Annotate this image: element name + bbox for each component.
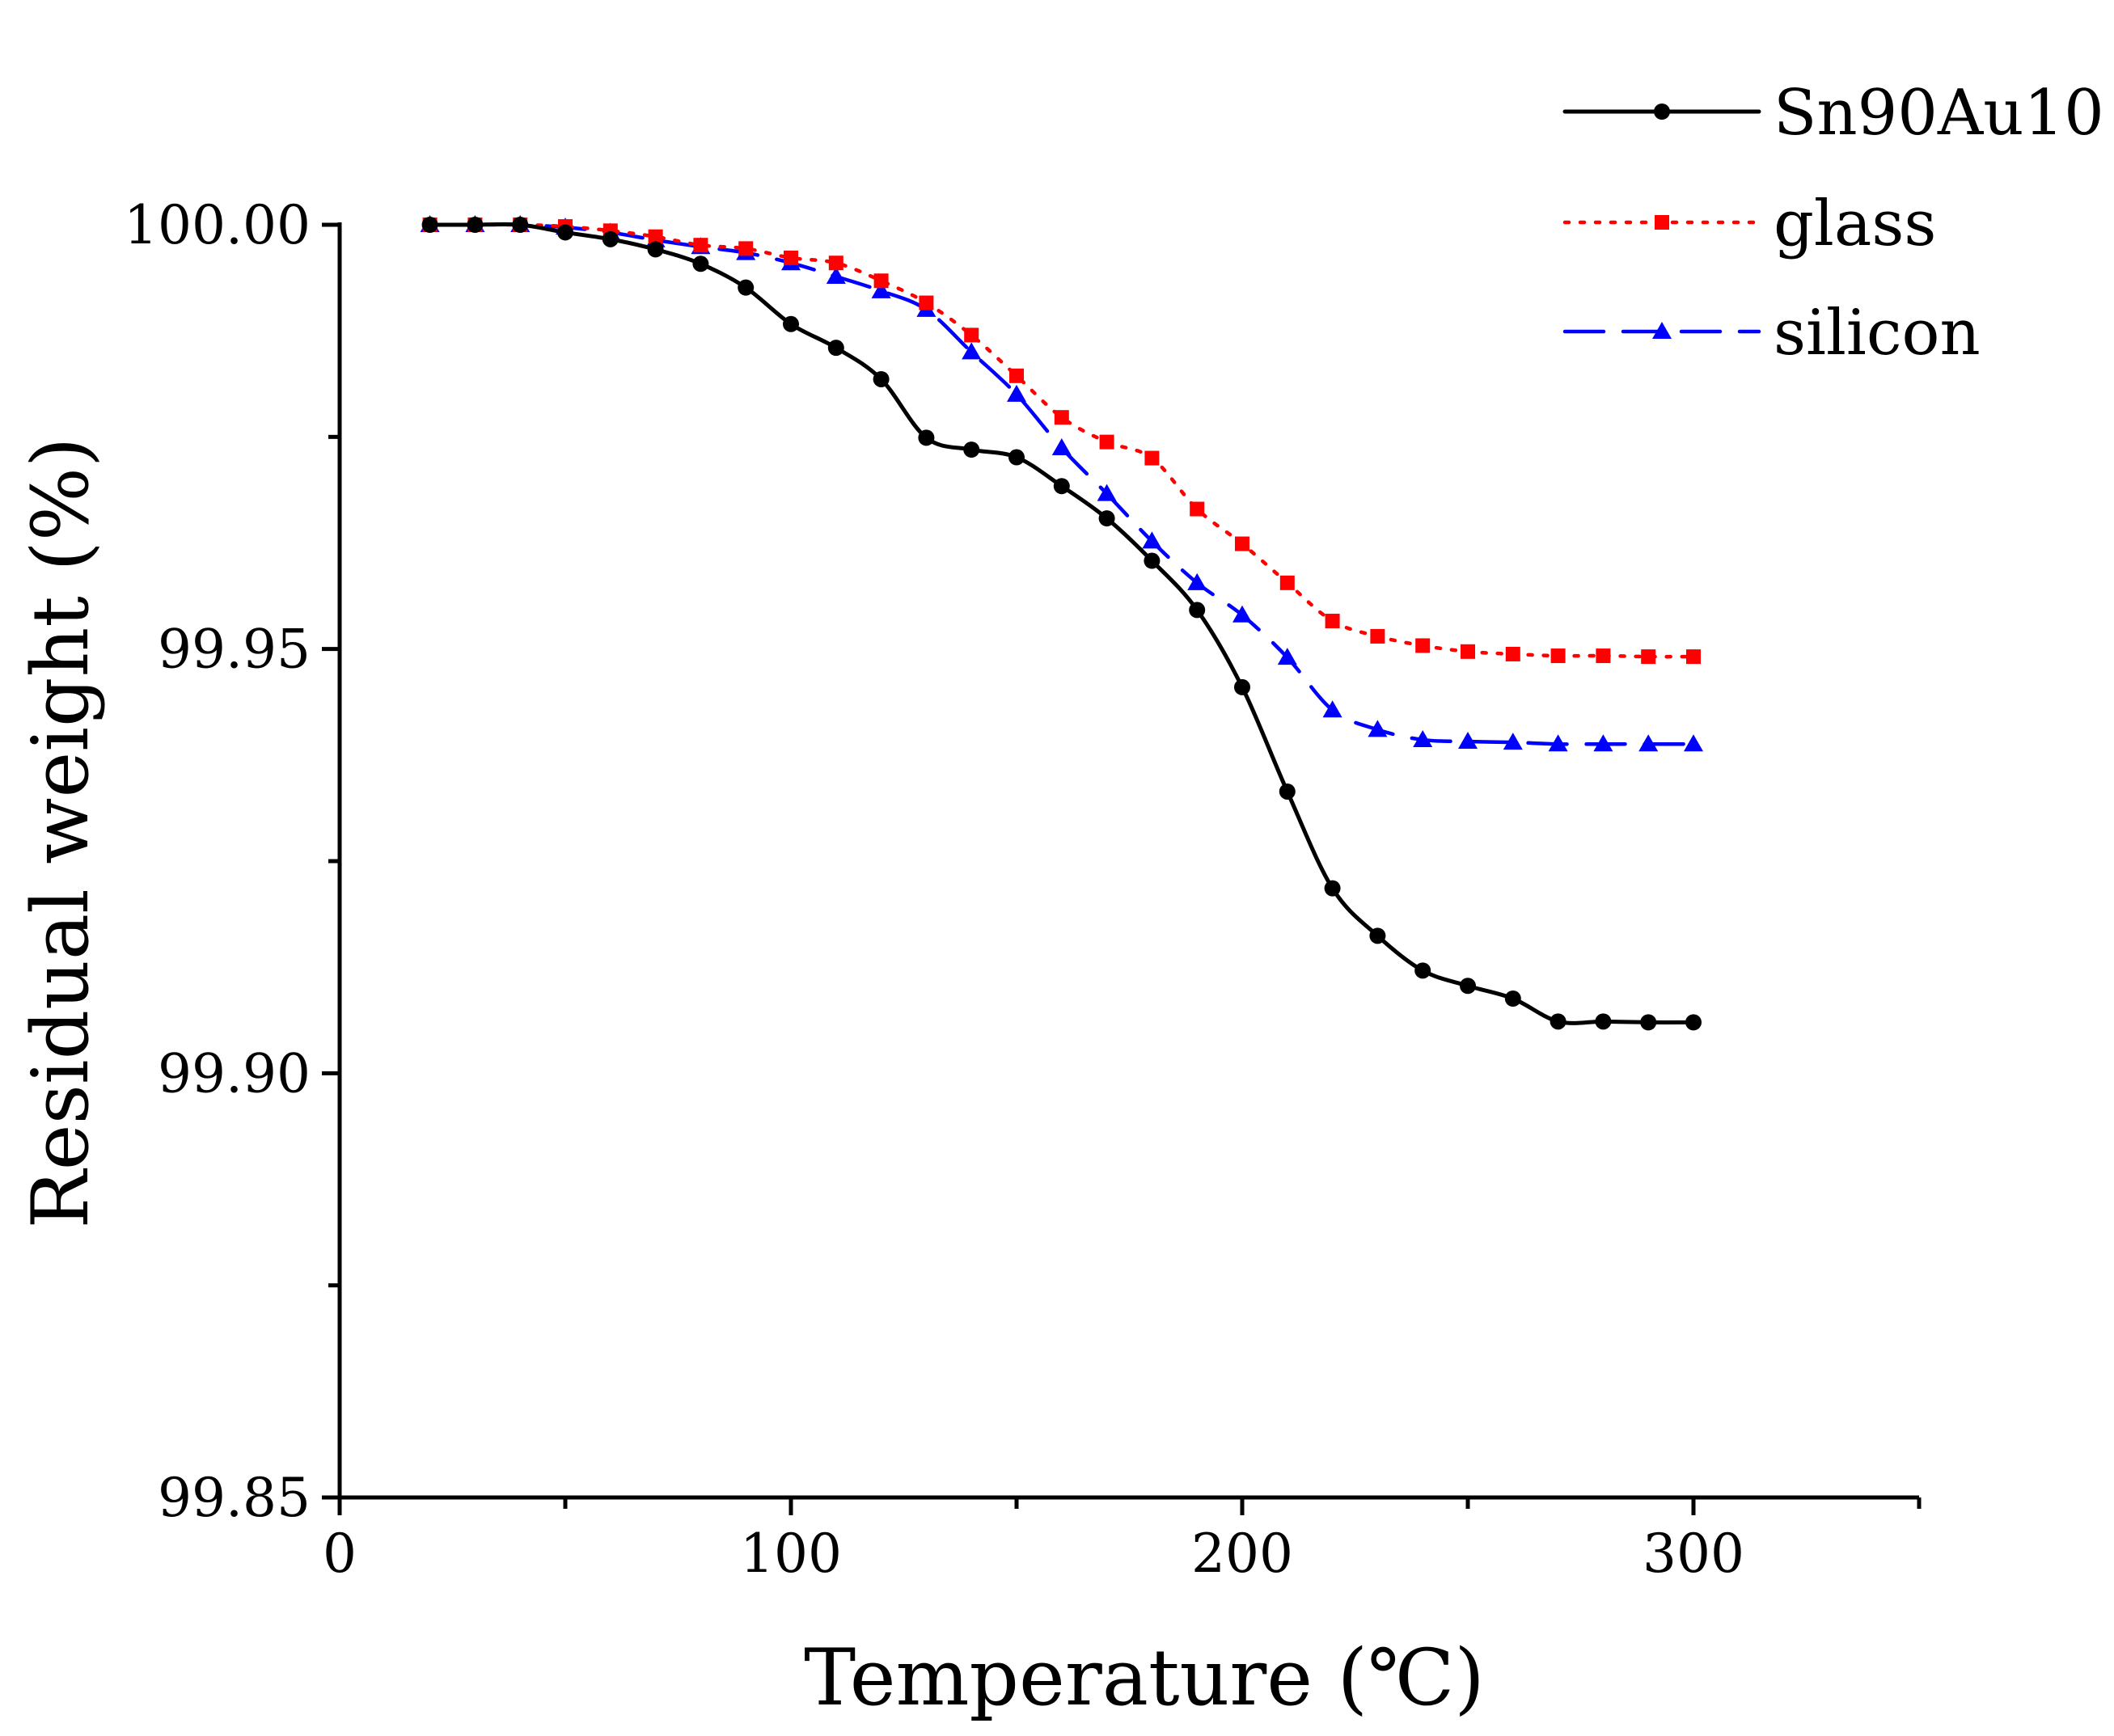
y-tick-label: 99.95 xyxy=(158,619,311,681)
data-point xyxy=(826,267,846,285)
data-point xyxy=(1685,1014,1702,1031)
data-point xyxy=(1007,384,1026,402)
data-point xyxy=(1640,1014,1657,1031)
data-point xyxy=(1550,648,1566,664)
data-point xyxy=(1279,575,1295,590)
data-point xyxy=(1415,638,1431,653)
data-point xyxy=(1189,602,1206,619)
data-point xyxy=(784,250,798,265)
x-tick-label: 300 xyxy=(1643,1523,1744,1585)
data-point xyxy=(738,241,754,256)
data-point xyxy=(1324,880,1341,897)
data-point xyxy=(1097,484,1117,501)
axes: 0 100 200 300 99.85 99.90 99.95 100.00 xyxy=(124,194,1922,1585)
legend-marker xyxy=(1654,103,1670,120)
data-point xyxy=(1322,700,1342,718)
y-tick-label: 100.00 xyxy=(124,194,311,256)
data-point xyxy=(1413,729,1433,747)
data-point xyxy=(421,217,438,233)
series-line-Sn90Au10 xyxy=(428,222,1696,1025)
data-point xyxy=(1232,605,1252,623)
data-point xyxy=(693,238,708,253)
data-point xyxy=(1460,978,1476,995)
data-point xyxy=(1234,678,1250,695)
legend-item-Sn90Au10: Sn90Au10 xyxy=(1562,77,2104,150)
legend-label: silicon xyxy=(1774,297,1981,370)
data-point xyxy=(1548,734,1568,752)
data-point xyxy=(1504,990,1521,1007)
data-point xyxy=(467,217,484,233)
data-point xyxy=(647,241,664,258)
data-point xyxy=(557,224,573,241)
data-point xyxy=(964,327,979,343)
data-point xyxy=(1684,734,1703,752)
data-point xyxy=(1595,1013,1612,1030)
legend: Sn90Au10 glass silicon xyxy=(1562,77,2104,370)
legend-item-silicon: silicon xyxy=(1562,297,1981,370)
data-point xyxy=(1142,531,1162,549)
legend-label: glass xyxy=(1774,188,1936,260)
y-axis-title: Residual weight (%) xyxy=(15,437,106,1229)
data-point xyxy=(783,315,799,332)
legend-label: Sn90Au10 xyxy=(1774,77,2104,150)
x-axis-title: Temperature (℃) xyxy=(804,1633,1485,1723)
data-point xyxy=(1461,644,1475,659)
data-point xyxy=(1414,962,1431,979)
data-point xyxy=(1638,734,1659,752)
data-point xyxy=(738,279,755,296)
data-point xyxy=(1593,734,1613,752)
x-tick-label: 0 xyxy=(323,1523,357,1585)
data-point xyxy=(602,230,619,247)
legend-item-glass: glass xyxy=(1562,188,1936,260)
data-point xyxy=(1370,628,1385,644)
data-point xyxy=(1368,720,1388,737)
data-point xyxy=(1008,449,1025,466)
legend-marker xyxy=(1652,322,1672,339)
data-point xyxy=(1641,649,1656,665)
data-point xyxy=(1053,478,1070,495)
data-point xyxy=(827,340,844,357)
series-Sn90Au10 xyxy=(421,217,1702,1031)
data-point xyxy=(1098,510,1115,527)
data-point xyxy=(1279,783,1296,800)
data-point xyxy=(962,342,982,360)
data-point xyxy=(1458,732,1478,750)
data-point xyxy=(648,229,663,244)
data-point xyxy=(1144,450,1160,466)
series-layer xyxy=(420,215,1703,1031)
data-point xyxy=(918,429,935,446)
data-point xyxy=(873,273,889,289)
data-point xyxy=(1190,501,1205,517)
y-tick-label: 99.85 xyxy=(158,1467,311,1529)
data-point xyxy=(1596,648,1611,664)
data-point xyxy=(1235,536,1249,551)
data-point xyxy=(1503,733,1523,750)
data-point xyxy=(1550,1013,1566,1030)
data-point xyxy=(692,256,709,272)
y-tick-label: 99.90 xyxy=(158,1042,311,1105)
data-point xyxy=(1277,648,1297,665)
data-point xyxy=(1051,437,1072,455)
data-point xyxy=(1187,572,1207,590)
data-point xyxy=(871,281,891,298)
data-point xyxy=(963,441,980,458)
data-point xyxy=(919,295,934,310)
legend-marker xyxy=(1655,215,1669,230)
data-point xyxy=(1505,646,1520,661)
data-point xyxy=(1686,649,1701,665)
data-point xyxy=(512,217,529,233)
data-point xyxy=(1369,927,1386,944)
data-point xyxy=(873,370,890,387)
x-tick-label: 200 xyxy=(1191,1523,1293,1585)
data-point xyxy=(1144,552,1161,569)
data-point xyxy=(828,256,843,271)
data-point xyxy=(1325,614,1340,629)
x-tick-label: 100 xyxy=(740,1523,842,1585)
data-point xyxy=(1054,410,1069,425)
data-point xyxy=(1099,434,1114,450)
data-point xyxy=(1009,368,1024,383)
